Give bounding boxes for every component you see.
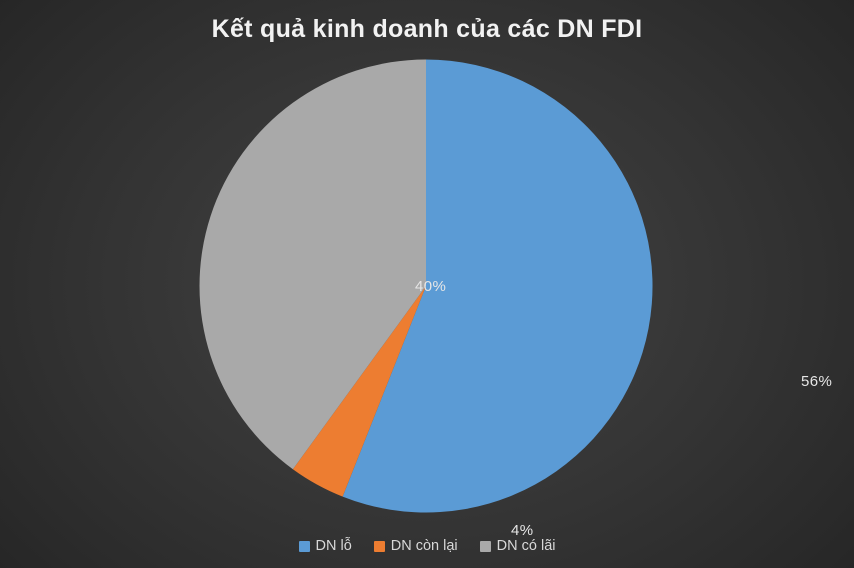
legend-label-dn-lo: DN lỗ xyxy=(315,538,352,554)
legend-swatch-dn-co-lai xyxy=(479,540,491,552)
pie-slice-dn-lo[interactable] xyxy=(342,59,653,513)
pie-slice-group xyxy=(199,59,653,513)
legend-item-dn-co-lai[interactable]: DN có lãi xyxy=(479,536,556,556)
legend-label-dn-con-lai: DN còn lại xyxy=(390,538,458,554)
legend-item-dn-con-lai[interactable]: DN còn lại xyxy=(373,536,458,556)
pie-slice-dn-co-lai[interactable] xyxy=(199,59,426,470)
pie-chart-svg xyxy=(199,59,653,513)
legend-label-dn-co-lai: DN có lãi xyxy=(496,538,556,554)
legend-item-dn-lo[interactable]: DN lỗ xyxy=(298,536,352,556)
legend-swatch-dn-con-lai xyxy=(373,540,385,552)
pie-slice-label-dn-lo: 56% xyxy=(801,373,833,390)
pie-slice-dn-con-lai[interactable] xyxy=(292,286,426,497)
chart-legend: DN lỗ DN còn lại DN có lãi xyxy=(0,536,854,556)
chart-title: Kết quả kinh doanh của các DN FDI xyxy=(211,15,643,43)
legend-swatch-dn-lo xyxy=(298,540,310,552)
pie-chart: 56% 4% 40% xyxy=(199,59,832,539)
